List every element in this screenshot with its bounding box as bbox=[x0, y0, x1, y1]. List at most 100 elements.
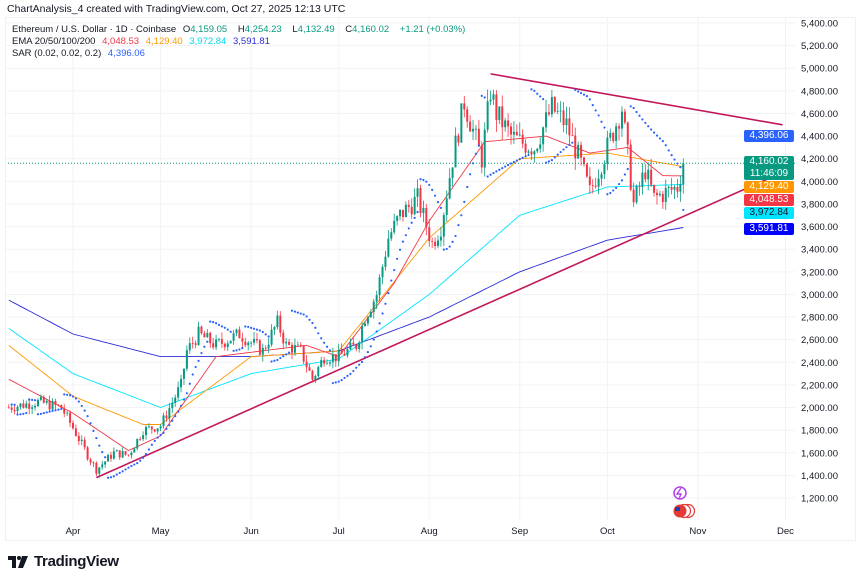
candle-body bbox=[282, 332, 285, 344]
candle-body bbox=[539, 144, 542, 149]
sar-dot bbox=[495, 170, 498, 173]
candle-body bbox=[583, 157, 585, 165]
chart-frame[interactable] bbox=[5, 17, 856, 541]
candle-body bbox=[92, 462, 95, 464]
candle bbox=[215, 335, 218, 351]
candle-body bbox=[177, 387, 180, 398]
sar-dot bbox=[594, 109, 597, 112]
candle bbox=[194, 340, 197, 349]
candle bbox=[13, 404, 16, 415]
candle bbox=[521, 129, 524, 149]
candle bbox=[369, 309, 372, 318]
ema50-price-tag: 4,129.40 bbox=[744, 181, 794, 193]
candle bbox=[550, 89, 553, 118]
candle-body bbox=[667, 187, 670, 189]
candle bbox=[597, 169, 600, 195]
candle bbox=[346, 346, 349, 358]
candle-body bbox=[510, 126, 512, 135]
sar-dot bbox=[574, 88, 577, 92]
candle-body bbox=[206, 332, 209, 338]
candle-body bbox=[305, 361, 308, 368]
candle-body bbox=[644, 172, 647, 180]
lightning-event-icon[interactable] bbox=[673, 486, 687, 500]
candle-body bbox=[410, 206, 413, 215]
sar-dot bbox=[454, 234, 457, 238]
candle bbox=[77, 432, 80, 446]
candle bbox=[431, 237, 434, 248]
candle bbox=[86, 445, 89, 461]
sar-dot bbox=[144, 453, 148, 456]
sar-dot bbox=[480, 94, 483, 98]
candle-body bbox=[378, 277, 381, 296]
candle bbox=[343, 349, 346, 356]
candle bbox=[591, 179, 594, 194]
sar-dot bbox=[369, 345, 372, 348]
candle-body bbox=[328, 362, 331, 364]
sar-dot bbox=[200, 351, 203, 355]
candle-body bbox=[223, 343, 226, 348]
candle bbox=[620, 106, 623, 137]
candle-body bbox=[127, 454, 130, 456]
sar-dot bbox=[559, 150, 562, 154]
candle bbox=[615, 122, 618, 149]
sar-dot bbox=[588, 98, 591, 101]
sar-dot bbox=[667, 149, 670, 152]
ema200-price-tag: 3,591.81 bbox=[744, 223, 794, 235]
candle bbox=[410, 198, 413, 219]
candle bbox=[618, 123, 621, 141]
candle bbox=[559, 101, 562, 123]
candle bbox=[661, 190, 664, 209]
candle bbox=[632, 182, 635, 207]
sar-dot bbox=[419, 178, 422, 181]
candle bbox=[136, 438, 139, 451]
candle bbox=[326, 359, 329, 365]
candle bbox=[270, 324, 273, 347]
candle bbox=[658, 190, 661, 197]
candle bbox=[530, 148, 533, 161]
sar-dot bbox=[261, 330, 264, 334]
sar-dot bbox=[579, 91, 583, 95]
sar-dot bbox=[162, 431, 165, 434]
sar-dot bbox=[80, 404, 83, 408]
candle-body bbox=[255, 339, 258, 341]
sar-dot bbox=[331, 381, 334, 385]
y-tick-label: 2,600.00 bbox=[801, 335, 838, 346]
candle-body bbox=[495, 94, 498, 120]
candle bbox=[285, 337, 288, 348]
candle bbox=[311, 369, 314, 383]
candle bbox=[209, 331, 212, 348]
sar-dot bbox=[314, 326, 317, 329]
candle bbox=[539, 137, 542, 153]
candle bbox=[174, 394, 177, 407]
sar-dot bbox=[360, 360, 364, 364]
sar-dot bbox=[25, 411, 28, 415]
candle-body bbox=[442, 214, 445, 237]
x-tick-label: Apr bbox=[66, 526, 81, 537]
candle bbox=[498, 106, 501, 125]
high-value: 4,254.23 bbox=[244, 24, 282, 35]
y-tick-label: 5,000.00 bbox=[801, 64, 838, 75]
candle bbox=[139, 436, 142, 442]
sar-dot bbox=[133, 463, 136, 466]
sar-dot bbox=[439, 206, 443, 209]
candle bbox=[314, 374, 317, 384]
close-tag-value: 4,160.02 bbox=[749, 156, 789, 167]
candle bbox=[147, 423, 150, 429]
sar-dot bbox=[244, 325, 247, 328]
sar-dot bbox=[83, 409, 86, 412]
sar-dot bbox=[267, 335, 270, 338]
candle-body bbox=[343, 353, 346, 356]
candle-body bbox=[22, 403, 25, 408]
candle bbox=[664, 179, 667, 210]
candle-body bbox=[74, 428, 77, 436]
tradingview-logo-icon bbox=[8, 555, 28, 568]
candle bbox=[244, 337, 247, 348]
candle-body bbox=[276, 315, 279, 328]
candle bbox=[255, 333, 258, 344]
candle-body bbox=[66, 412, 69, 414]
sar-dot bbox=[442, 248, 445, 251]
us-flag-event-icon[interactable] bbox=[673, 503, 696, 519]
tradingview-logo[interactable]: TradingView bbox=[8, 553, 119, 570]
sar-dot bbox=[600, 120, 603, 123]
